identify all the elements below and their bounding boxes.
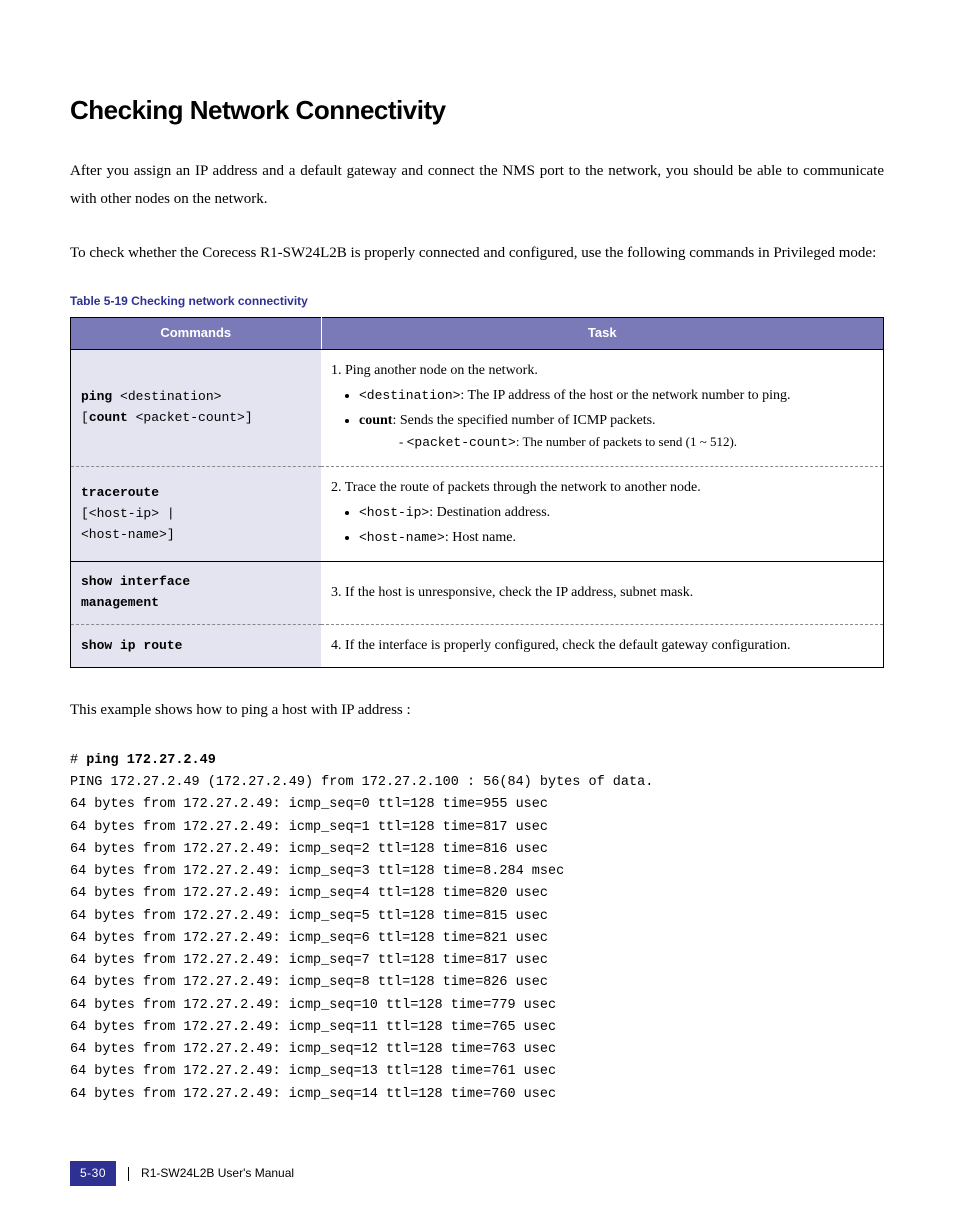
- table-row: show ip route4. If the interface is prop…: [71, 624, 884, 667]
- intro-para-2: To check whether the Corecess R1-SW24L2B…: [70, 239, 884, 268]
- table-row: show interfacemanagement3. If the host i…: [71, 562, 884, 625]
- doc-title: R1-SW24L2B User's Manual: [141, 1164, 294, 1183]
- terminal-output: # ping 172.27.2.49 PING 172.27.2.49 (172…: [70, 750, 884, 1106]
- table-row: ping <destination>[count <packet-count>]…: [71, 350, 884, 467]
- task-cell: 3. If the host is unresponsive, check th…: [321, 562, 884, 625]
- command-cell: traceroute[<host-ip> |<host-name>]: [71, 467, 322, 562]
- commands-table-body: ping <destination>[count <packet-count>]…: [71, 350, 884, 668]
- command-cell: ping <destination>[count <packet-count>]: [71, 350, 322, 467]
- task-cell: 1. Ping another node on the network.<des…: [321, 350, 884, 467]
- task-cell: 2. Trace the route of packets through th…: [321, 467, 884, 562]
- command-cell: show ip route: [71, 624, 322, 667]
- example-intro: This example shows how to ping a host wi…: [70, 696, 884, 725]
- commands-table: Commands Task ping <destination>[count <…: [70, 317, 884, 668]
- table-row: traceroute[<host-ip> |<host-name>]2. Tra…: [71, 467, 884, 562]
- task-cell: 4. If the interface is properly configur…: [321, 624, 884, 667]
- table-caption: Table 5-19 Checking network connectivity: [70, 292, 884, 311]
- page-footer: 5-30 R1-SW24L2B User's Manual: [70, 1161, 884, 1186]
- command-cell: show interfacemanagement: [71, 562, 322, 625]
- footer-divider: [128, 1167, 129, 1181]
- intro-para-1: After you assign an IP address and a def…: [70, 157, 884, 214]
- page-number: 5-30: [70, 1161, 116, 1186]
- col-header-commands: Commands: [71, 318, 322, 350]
- col-header-task: Task: [321, 318, 884, 350]
- page-heading: Checking Network Connectivity: [70, 90, 884, 132]
